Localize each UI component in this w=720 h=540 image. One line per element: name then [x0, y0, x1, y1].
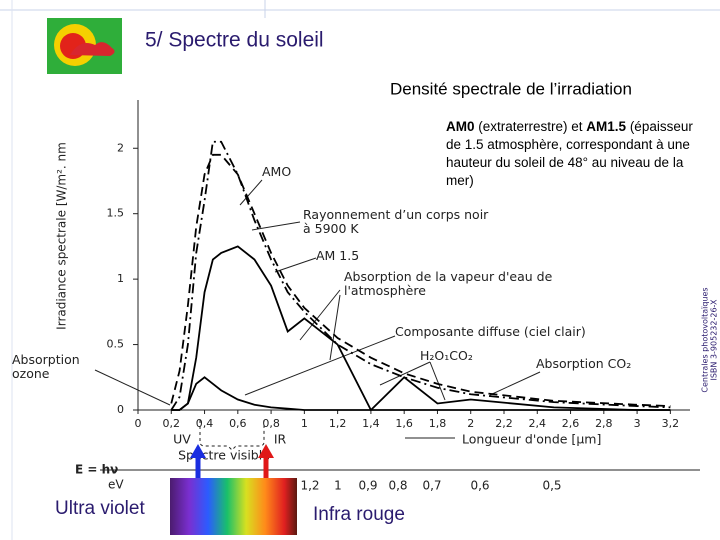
y-tick-label: 0.5 — [107, 338, 125, 351]
ir-arrow-head — [258, 444, 274, 458]
x-tick-label: 0,4 — [196, 417, 214, 430]
leader — [329, 294, 341, 361]
energy-tick-label: 0,7 — [422, 479, 441, 493]
logo-cloud — [70, 42, 115, 56]
x-tick-label: 2,6 — [562, 417, 580, 430]
x-tick-label: 1,4 — [362, 417, 380, 430]
series-line — [170, 153, 671, 407]
visible-bracket — [199, 420, 265, 451]
note-text: (extraterrestre) et — [474, 119, 587, 134]
energy-tick-label: 0,5 — [542, 479, 561, 493]
energy-tick-label: 1 — [334, 479, 342, 493]
energy-tick-label: 0,9 — [358, 479, 377, 493]
x-tick-label: 2,4 — [529, 417, 547, 430]
energy-tick-label: 0,6 — [470, 479, 489, 493]
x-tick-label: 1 — [301, 417, 308, 430]
x-tick-label: 1,2 — [329, 417, 347, 430]
ir-label: Infra rouge — [313, 504, 405, 525]
leader — [274, 257, 317, 273]
x-tick-label: 0,2 — [163, 417, 181, 430]
leader — [299, 289, 341, 341]
annotation: Absorption CO₂ — [536, 356, 632, 371]
note: AM0 (extraterrestre) et AM1.5 (épaisseur… — [446, 118, 696, 190]
y-tick-label: 0 — [117, 403, 124, 416]
energy-tick-label: 0,8 — [388, 479, 407, 493]
series-line — [170, 140, 671, 411]
x-tick-label: 2 — [467, 417, 474, 430]
x-tick-label: 1,8 — [429, 417, 447, 430]
x-tick-label: 3 — [634, 417, 641, 430]
note-bold: AM1.5 — [586, 119, 627, 134]
x-tick-label: 0,6 — [229, 417, 247, 430]
series-line — [171, 376, 671, 411]
energy-unit: eV — [108, 478, 124, 492]
annotation: Absorption ozone — [12, 352, 80, 381]
leader — [489, 371, 541, 396]
annotation: Absorption de la vapeur d'eau de l'atmos… — [344, 269, 553, 298]
y-tick-label: 1.5 — [107, 207, 125, 220]
leader — [429, 361, 446, 401]
energy-label: E = hν — [75, 463, 118, 477]
series-line — [171, 245, 671, 412]
x-tick-label: 2,2 — [495, 417, 513, 430]
slide-heading: Densité spectrale de l’irradiation — [390, 79, 632, 98]
x-axis-label: Longueur d'onde [µm] — [462, 432, 601, 447]
note-text: (épaisseur de 1.5 atmosphère, correspond… — [446, 119, 693, 188]
x-tick-label: 0,8 — [262, 417, 280, 430]
annotation: H₂O₁CO₂ — [420, 348, 473, 363]
uv-arrow-head — [190, 444, 206, 458]
leader — [244, 335, 396, 396]
series-label: Rayonnement d’un corps noir à 5900 K — [303, 207, 489, 236]
x-tick-label: 0 — [135, 417, 142, 430]
side-note: Centrales photovoltaïques — [701, 287, 710, 392]
y-axis-label: Irradiance spectrale [W/m². nm — [55, 142, 69, 330]
energy-tick-label: 1,2 — [300, 479, 319, 493]
series-label: Composante diffuse (ciel clair) — [395, 324, 586, 339]
x-tick-label: 3,2 — [662, 417, 680, 430]
leader — [94, 369, 171, 406]
x-tick-label: 2,8 — [595, 417, 613, 430]
side-note: ISBN 3-905232-26-X — [710, 299, 719, 381]
leader — [379, 361, 431, 386]
series-label: AMO — [262, 164, 292, 179]
ir-band: IR — [274, 432, 287, 447]
slide-title: 5/ Spectre du soleil — [145, 29, 324, 52]
series-label: AM 1.5 — [316, 248, 360, 263]
uv-label: Ultra violet — [55, 498, 145, 519]
leader — [251, 221, 301, 231]
leader — [239, 179, 263, 206]
uv-band: UV — [173, 432, 191, 447]
y-tick-label: 2 — [117, 141, 124, 154]
y-tick-label: 1 — [117, 272, 124, 285]
x-tick-label: 1,6 — [395, 417, 413, 430]
spectrum-band — [170, 478, 297, 535]
note-bold: AM0 — [446, 119, 475, 134]
